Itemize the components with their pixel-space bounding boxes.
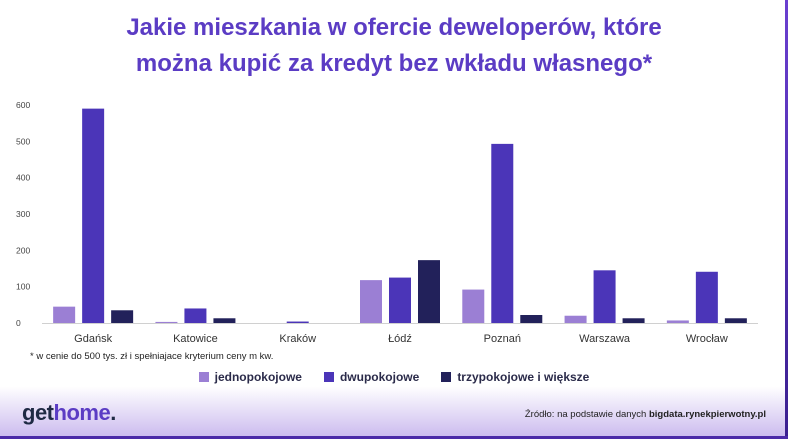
x-tick-label: Kraków xyxy=(279,333,316,345)
y-tick-label: 600 xyxy=(16,100,30,110)
legend-swatch xyxy=(323,372,334,382)
bar-3 xyxy=(520,315,543,323)
legend-label: dwupokojowe xyxy=(339,370,420,384)
bar-1 xyxy=(666,320,689,323)
bar-3 xyxy=(724,318,747,323)
bar-2 xyxy=(389,277,411,323)
x-tick-label: Gdańsk xyxy=(74,333,112,345)
bar-2 xyxy=(593,270,616,323)
bar-1 xyxy=(155,321,178,323)
legend-item: dwupokojowe xyxy=(323,370,420,384)
x-tick-label: Warszawa xyxy=(579,333,631,345)
legend-label: jednopokojowe xyxy=(214,370,302,384)
y-tick-label: 300 xyxy=(16,209,30,219)
legend-swatch xyxy=(441,372,452,382)
y-tick-label: 400 xyxy=(16,173,30,183)
chart-legend: jednopokojowe dwupokojowe trzypokojowe i w… xyxy=(0,370,788,384)
frame-border-right xyxy=(785,0,788,439)
logo-get: get xyxy=(22,400,54,425)
source-note: Źródło: na podstawie danych bigdata.ryne… xyxy=(525,409,766,420)
bar-3 xyxy=(622,318,645,323)
y-tick-label: 100 xyxy=(16,282,30,292)
legend-swatch xyxy=(198,372,209,382)
bar-2 xyxy=(184,308,207,323)
legend-item: jednopokojowe xyxy=(198,370,302,384)
x-tick-label: Katowice xyxy=(173,333,218,345)
bar-3 xyxy=(418,260,440,323)
x-tick-label: Łódź xyxy=(388,333,412,345)
bar-1 xyxy=(462,289,485,323)
bar-2 xyxy=(695,271,718,323)
bar-3 xyxy=(213,318,236,323)
chart-title-line-2: można kupić za kredyt bez wkładu własneg… xyxy=(135,50,653,77)
bar-3 xyxy=(111,310,134,323)
logo-home: home xyxy=(53,400,111,425)
y-tick-label: 200 xyxy=(16,245,30,255)
y-tick-label: 0 xyxy=(16,318,21,328)
frame-border-bottom xyxy=(0,436,788,439)
bar-1 xyxy=(360,280,382,323)
legend-label: trzypokojowe i większe xyxy=(457,370,590,384)
logo-dot: . xyxy=(110,400,116,425)
chart-title-line-1: Jakie mieszkania w ofercie deweloperów, … xyxy=(126,14,662,41)
bar-2 xyxy=(82,108,105,323)
chart-title: Jakie mieszkania w ofercie deweloperów, … xyxy=(0,10,788,82)
source-site: bigdata.rynekpierwotny.pl xyxy=(648,409,766,420)
gethome-logo: gethome. xyxy=(22,400,116,426)
bar-2 xyxy=(286,321,309,323)
y-tick-label: 500 xyxy=(16,136,30,146)
bar-1 xyxy=(564,315,587,323)
source-prefix: Źródło: na podstawie danych xyxy=(524,409,649,420)
x-tick-label: Poznań xyxy=(484,333,521,345)
bar-2 xyxy=(491,143,514,323)
x-tick-label: Wrocław xyxy=(686,333,728,345)
legend-item: trzypokojowe i większe xyxy=(441,370,589,384)
footnote: * w cenie do 500 tys. zł i spełniajace k… xyxy=(30,351,274,362)
bar-1 xyxy=(53,306,76,323)
